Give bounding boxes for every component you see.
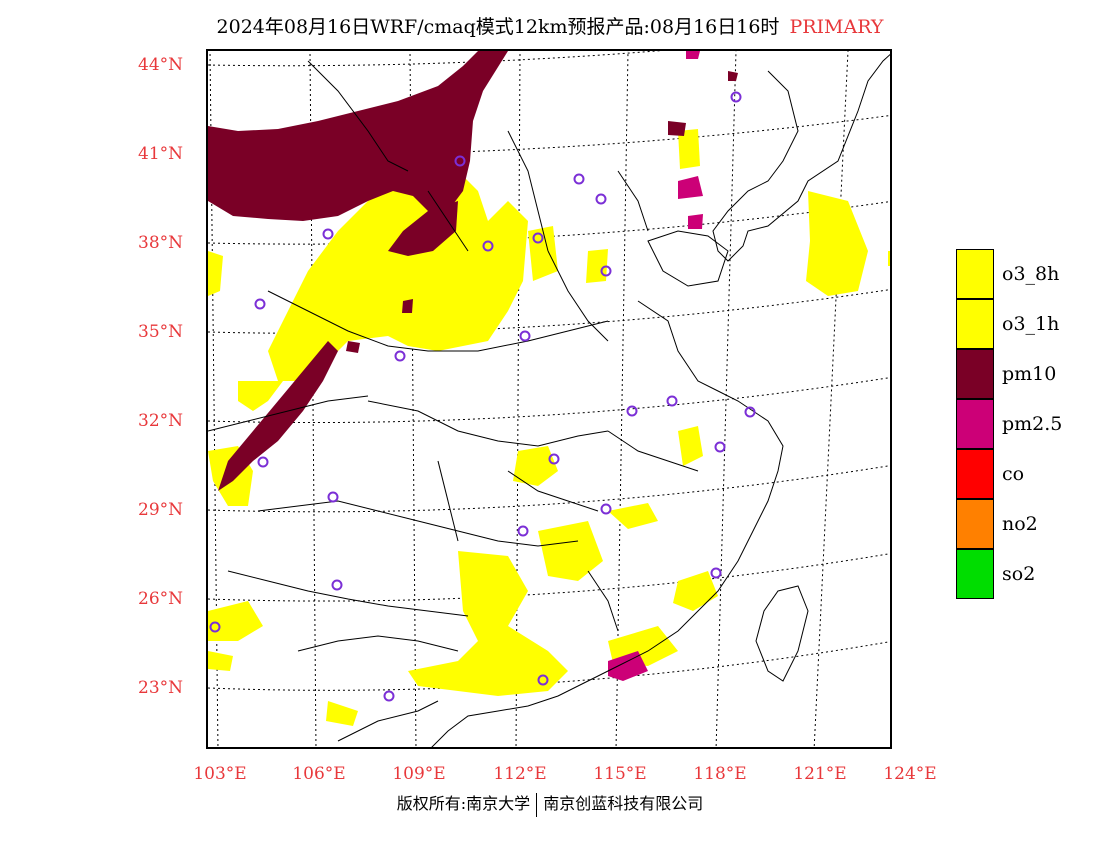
map-title: 2024年08月16日WRF/cmaq模式12km预报产品:08月16日16时 P… [0, 12, 1100, 39]
map-canvas [208, 51, 890, 747]
legend-label-co: co [1002, 463, 1025, 485]
lon-label-106: 106°E [292, 764, 346, 784]
lat-label-44: 44°N [138, 55, 184, 75]
lon-label-109: 109°E [392, 764, 446, 784]
legend-label-pm10: pm10 [1002, 363, 1057, 385]
copyright-footer: 版权所有:南京大学 南京创蓝科技有限公司 [0, 790, 1100, 817]
lat-label-29: 29°N [138, 500, 184, 520]
lon-label-115: 115°E [593, 764, 647, 784]
pm10-areas [208, 51, 738, 491]
title-main: 2024年08月16日WRF/cmaq模式12km预报产品:08月16日16时 [216, 16, 780, 38]
footer-separator [536, 792, 538, 817]
legend-swatch-pm25 [956, 399, 994, 449]
lat-label-41: 41°N [138, 144, 184, 164]
lat-label-38: 38°N [138, 233, 184, 253]
legend-swatch-pm10 [956, 349, 994, 399]
legend-swatch-o3-1h [956, 299, 994, 349]
lat-label-32: 32°N [138, 411, 184, 431]
title-tag: PRIMARY [789, 16, 884, 38]
lon-label-103: 103°E [193, 764, 247, 784]
legend-swatch-so2 [956, 549, 994, 599]
legend-label-so2: so2 [1002, 563, 1036, 585]
lat-label-26: 26°N [138, 589, 184, 609]
copyright-left: 版权所有:南京大学 [396, 794, 531, 813]
lat-label-35: 35°N [138, 322, 184, 342]
copyright-right: 南京创蓝科技有限公司 [543, 794, 704, 813]
legend-label-no2: no2 [1002, 513, 1038, 535]
station-markers [209, 91, 756, 702]
lat-label-23: 23°N [138, 678, 184, 698]
legend-swatch-o3-8h [956, 249, 994, 299]
boundaries [208, 53, 890, 747]
pm25-areas [608, 51, 703, 681]
legend-label-o3-8h: o3_8h [1002, 263, 1060, 285]
legend-swatch-no2 [956, 499, 994, 549]
map-panel[interactable] [206, 49, 892, 749]
lon-label-118: 118°E [693, 764, 747, 784]
lon-label-112: 112°E [493, 764, 547, 784]
legend-label-o3-1h: o3_1h [1002, 313, 1060, 335]
legend-swatch-co [956, 449, 994, 499]
legend-label-pm25: pm2.5 [1002, 413, 1063, 435]
lon-label-124: 124°E [883, 764, 937, 784]
lon-label-121: 121°E [793, 764, 847, 784]
